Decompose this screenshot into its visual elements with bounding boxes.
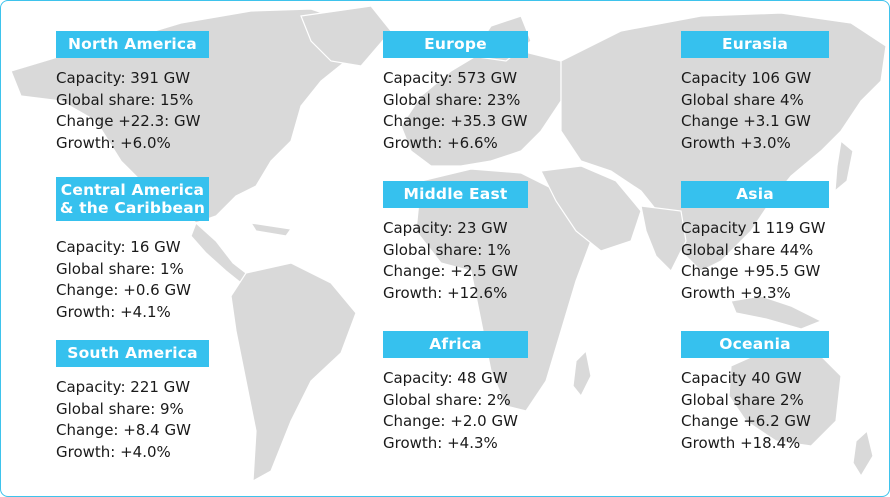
southeast-asia-islands-landmass bbox=[730, 295, 823, 330]
north-america-landmass bbox=[10, 8, 362, 224]
growth-value: Growth: +6.6% bbox=[383, 133, 498, 152]
region-stats-central-america: Capacity: 16 GW Global share: 1% Change:… bbox=[56, 237, 209, 323]
south-america-landmass bbox=[230, 262, 357, 483]
region-label-line-1: Central America bbox=[60, 181, 205, 199]
growth-value: Growth: +4.3% bbox=[383, 433, 498, 452]
capacity-value: Capacity 40 GW bbox=[681, 369, 802, 387]
region-label-north-america: North America bbox=[56, 31, 209, 58]
change-value: Change: +8.4 GW bbox=[56, 421, 191, 439]
capacity-value: Capacity: 48 GW bbox=[383, 369, 508, 387]
capacity-value: Capacity 1 119 GW bbox=[681, 219, 826, 237]
europe-landmass bbox=[400, 50, 562, 167]
growth-value: Growth: +12.6% bbox=[383, 283, 508, 302]
capacity-value: Capacity: 23 GW bbox=[383, 219, 508, 237]
growth-value: Growth: +4.1% bbox=[56, 302, 171, 321]
region-stats-north-america: Capacity: 391 GW Global share: 15% Chang… bbox=[56, 68, 209, 154]
region-eurasia: Eurasia Capacity 106 GW Global share 4% … bbox=[681, 31, 829, 154]
region-label-eurasia: Eurasia bbox=[681, 31, 829, 58]
region-label-south-america: South America bbox=[56, 340, 209, 367]
change-value: Change +95.5 GW bbox=[681, 262, 821, 280]
change-value: Change +6.2 GW bbox=[681, 412, 811, 430]
region-stats-eurasia: Capacity 106 GW Global share 4% Change +… bbox=[681, 68, 829, 154]
new-zealand-landmass bbox=[852, 429, 874, 478]
caribbean-landmass bbox=[249, 222, 293, 237]
region-stats-europe: Capacity: 573 GW Global share: 23% Chang… bbox=[383, 68, 528, 154]
region-middle-east: Middle East Capacity: 23 GW Global share… bbox=[383, 181, 528, 304]
region-africa: Africa Capacity: 48 GW Global share: 2% … bbox=[383, 331, 528, 454]
global-share-value: Global share: 1% bbox=[383, 240, 511, 259]
region-stats-africa: Capacity: 48 GW Global share: 2% Change:… bbox=[383, 368, 528, 454]
growth-value: Growth +9.3% bbox=[681, 283, 791, 302]
capacity-value: Capacity: 391 GW bbox=[56, 69, 191, 87]
region-label-asia: Asia bbox=[681, 181, 829, 208]
region-asia: Asia Capacity 1 119 GW Global share 44% … bbox=[681, 181, 829, 304]
change-value: Change: +2.0 GW bbox=[383, 412, 518, 430]
region-label-oceania: Oceania bbox=[681, 331, 829, 358]
capacity-value: Capacity: 16 GW bbox=[56, 238, 181, 256]
region-label-central-america: Central America & the Caribbean bbox=[56, 177, 209, 221]
growth-value: Growth: +6.0% bbox=[56, 133, 171, 152]
africa-landmass bbox=[415, 168, 592, 412]
change-value: Change: +0.6 GW bbox=[56, 281, 191, 299]
growth-value: Growth: +4.0% bbox=[56, 442, 171, 461]
global-share-value: Global share 2% bbox=[681, 390, 804, 409]
growth-value: Growth +18.4% bbox=[681, 433, 801, 452]
region-label-middle-east: Middle East bbox=[383, 181, 528, 208]
global-share-value: Global share: 9% bbox=[56, 399, 184, 418]
japan-landmass bbox=[834, 139, 854, 193]
region-europe: Europe Capacity: 573 GW Global share: 23… bbox=[383, 31, 528, 154]
change-value: Change +3.1 GW bbox=[681, 112, 811, 130]
region-label-africa: Africa bbox=[383, 331, 528, 358]
change-value: Change: +35.3 GW bbox=[383, 112, 528, 130]
region-central-america: Central America & the Caribbean Capacity… bbox=[56, 177, 209, 323]
region-stats-south-america: Capacity: 221 GW Global share: 9% Change… bbox=[56, 377, 209, 463]
region-stats-oceania: Capacity 40 GW Global share 2% Change +6… bbox=[681, 368, 829, 454]
global-share-value: Global share: 2% bbox=[383, 390, 511, 409]
region-south-america: South America Capacity: 221 GW Global sh… bbox=[56, 340, 209, 463]
capacity-value: Capacity 106 GW bbox=[681, 69, 812, 87]
middle-east-landmass bbox=[540, 165, 642, 252]
region-stats-middle-east: Capacity: 23 GW Global share: 1% Change:… bbox=[383, 218, 528, 304]
global-share-value: Global share: 15% bbox=[56, 90, 194, 109]
region-label-line-2: & the Caribbean bbox=[59, 199, 206, 217]
change-value: Change: +2.5 GW bbox=[383, 262, 518, 280]
greenland-landmass bbox=[300, 5, 392, 67]
capacity-value: Capacity: 573 GW bbox=[383, 69, 518, 87]
madagascar-landmass bbox=[572, 349, 592, 398]
region-oceania: Oceania Capacity 40 GW Global share 2% C… bbox=[681, 331, 829, 454]
region-stats-asia: Capacity 1 119 GW Global share 44% Chang… bbox=[681, 218, 829, 304]
global-share-value: Global share: 23% bbox=[383, 90, 521, 109]
region-north-america: North America Capacity: 391 GW Global sh… bbox=[56, 31, 209, 154]
region-label-europe: Europe bbox=[383, 31, 528, 58]
global-share-value: Global share: 1% bbox=[56, 259, 184, 278]
capacity-value: Capacity: 221 GW bbox=[56, 378, 191, 396]
india-landmass bbox=[640, 205, 687, 273]
growth-value: Growth +3.0% bbox=[681, 133, 791, 152]
change-value: Change +22.3: GW bbox=[56, 112, 201, 130]
global-share-value: Global share 4% bbox=[681, 90, 804, 109]
global-share-value: Global share 44% bbox=[681, 240, 814, 259]
